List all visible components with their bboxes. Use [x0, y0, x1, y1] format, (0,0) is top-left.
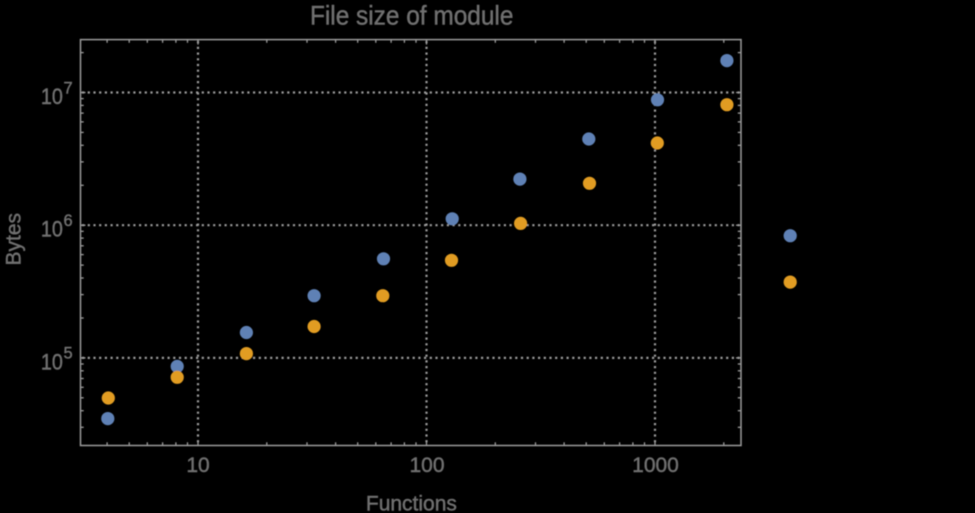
svg-text:1000: 1000 — [632, 454, 679, 477]
svg-text:10: 10 — [41, 349, 63, 374]
svg-text:10: 10 — [41, 84, 63, 109]
svg-text:Functions: Functions — [366, 493, 457, 513]
svg-text:100: 100 — [409, 454, 444, 477]
svg-text:6: 6 — [64, 212, 73, 230]
svg-text:5: 5 — [64, 345, 73, 363]
svg-text:7: 7 — [64, 79, 73, 97]
svg-text:10: 10 — [186, 454, 209, 477]
svg-text:10: 10 — [41, 217, 63, 242]
svg-text:File size of module: File size of module — [310, 0, 514, 30]
svg-text:Bytes: Bytes — [3, 213, 26, 266]
